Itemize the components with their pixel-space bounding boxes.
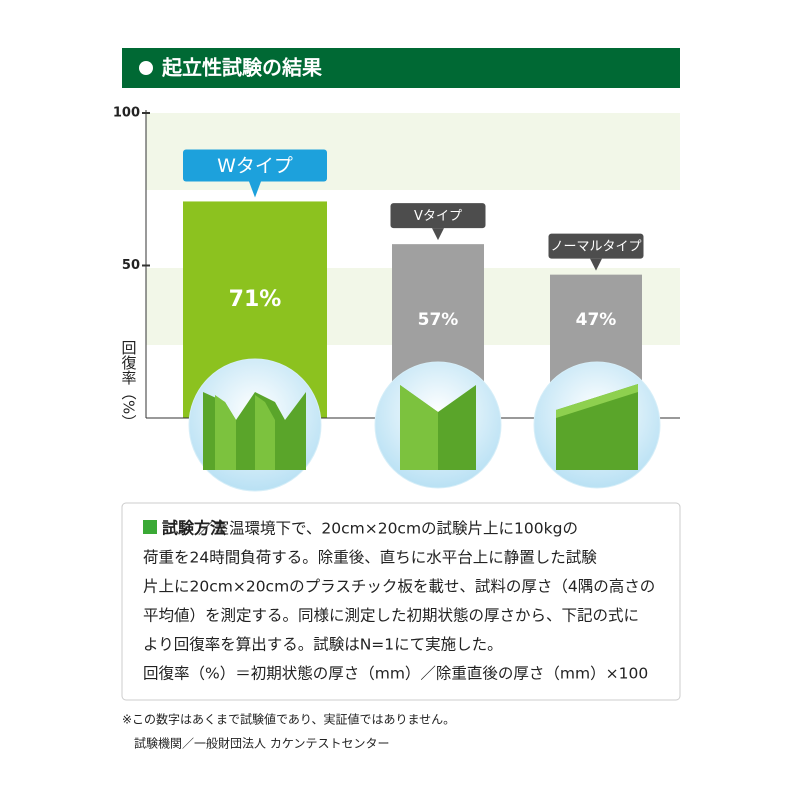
callout-pointer [590, 258, 602, 271]
note-line: 片上に20cm×20cmのプラスチック板を載せ、試料の厚さ（4隅の高さの [143, 578, 655, 596]
value-label: 71% [229, 287, 282, 312]
note-lines: ／室温環境下で、20cm×20cmの試験片上に100kgの荷重を24時間負荷する… [143, 520, 655, 683]
w-shape [215, 395, 236, 470]
note-line: 平均値）を測定する。同様に測定した初期状態の厚さから、下記の式に [143, 607, 639, 625]
footnote: 試験機関／一般財団法人 カケンテストセンター [134, 736, 389, 751]
note-line: ／室温環境下で、20cm×20cmの試験片上に100kgの [198, 520, 578, 538]
note-line: 回復率（%）＝初期状態の厚さ（mm）／除重直後の厚さ（mm）×100 [143, 665, 648, 683]
illustrations [188, 358, 661, 492]
chart-title: 起立性試験の結果 [161, 56, 322, 80]
callout [390, 203, 486, 229]
category-label: Vタイプ [414, 209, 462, 224]
callout-pointer [249, 181, 261, 198]
v-shape [400, 385, 438, 470]
note-square [143, 520, 157, 534]
y-axis-label: 回復率（%） [120, 340, 138, 429]
flat-shape [556, 384, 638, 418]
callout [548, 233, 644, 259]
note-box [121, 502, 681, 701]
callout [183, 149, 327, 182]
footnote: ※この数字はあくまで試験値であり、実証値ではありません。 [122, 712, 455, 727]
category-label: ノーマルタイプ [550, 240, 641, 255]
title-dot [139, 61, 153, 75]
note-line: より回復率を算出する。試験はN=1にて実施した。 [143, 635, 503, 654]
category-label: Wタイプ [217, 155, 293, 177]
note-line: 荷重を24時間負荷する。除重後、直ちに水平台上に静置した試験 [143, 549, 597, 567]
value-label: 47% [576, 310, 617, 330]
y-tick-label: 100 [113, 106, 140, 121]
y-tick-label: 50 [122, 258, 140, 273]
title-bar [122, 48, 680, 88]
w-shape [255, 395, 275, 470]
value-label: 57% [418, 310, 459, 330]
note-heading: 試験方法 [162, 519, 226, 538]
callout-pointer [432, 228, 444, 241]
